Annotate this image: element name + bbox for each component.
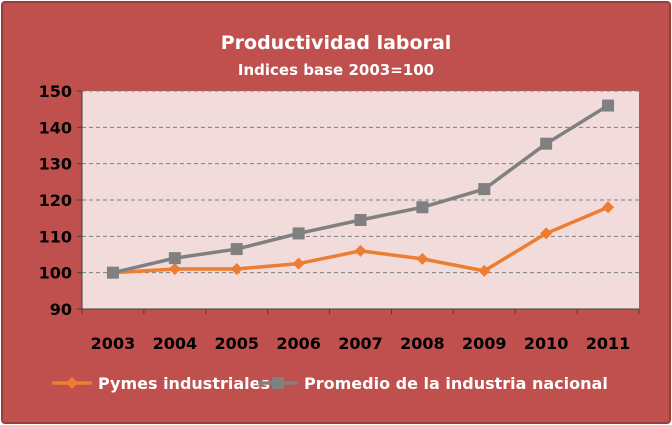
x-tick-label: 2009 — [462, 334, 507, 353]
data-point — [230, 263, 243, 276]
y-tick-label: 140 — [39, 118, 72, 137]
data-point — [292, 227, 305, 240]
data-point — [602, 99, 615, 112]
y-axis-ticks: 90 100 110 120 130 140 150 — [39, 82, 72, 319]
data-point — [354, 244, 367, 257]
data-point — [230, 243, 243, 256]
data-point — [416, 252, 429, 265]
chart-subtitle: Indices base 2003=100 — [238, 61, 434, 79]
x-tick-label: 2003 — [91, 334, 136, 353]
y-tick-label: 120 — [39, 191, 72, 210]
legend-label: Pymes industriales — [98, 374, 270, 393]
data-point — [540, 227, 553, 240]
x-tick-label: 2008 — [400, 334, 445, 353]
data-point — [292, 257, 305, 270]
data-point — [478, 183, 491, 196]
legend-label: Promedio de la industria nacional — [304, 374, 608, 393]
data-point — [168, 252, 181, 265]
data-point — [354, 213, 367, 226]
y-tick-label: 130 — [39, 155, 72, 174]
data-point — [478, 264, 491, 277]
legend-entry-1: Promedio de la industria nacional — [258, 374, 608, 393]
legend-swatch-marker — [66, 377, 78, 389]
y-tick-label: 100 — [39, 264, 72, 283]
x-tick-label: 2010 — [524, 334, 569, 353]
x-tick-label: 2006 — [276, 334, 321, 353]
x-tick-label: 2007 — [338, 334, 383, 353]
data-point — [540, 137, 553, 150]
series-layer — [106, 99, 615, 279]
chart-title: Productividad laboral — [221, 32, 452, 54]
y-tick-label: 110 — [39, 227, 72, 246]
legend-swatch-marker — [272, 377, 284, 389]
plot-area — [82, 91, 639, 309]
x-tick-label: 2011 — [586, 334, 631, 353]
series-1 — [106, 99, 615, 279]
y-tick-label: 90 — [50, 300, 72, 319]
data-point — [106, 266, 119, 279]
data-point — [168, 263, 181, 276]
legend-entry-0: Pymes industriales — [52, 374, 270, 393]
x-tick-label: 2004 — [153, 334, 198, 353]
data-point — [602, 201, 615, 214]
x-tick-label: 2005 — [214, 334, 259, 353]
legend: Pymes industriales Promedio de la industr… — [52, 374, 608, 393]
y-tick-label: 150 — [39, 82, 72, 101]
data-point — [416, 201, 429, 214]
x-axis-ticks: 2003 2004 2005 2006 2007 2008 2009 2010 2011 — [91, 334, 631, 353]
axes — [77, 90, 640, 314]
